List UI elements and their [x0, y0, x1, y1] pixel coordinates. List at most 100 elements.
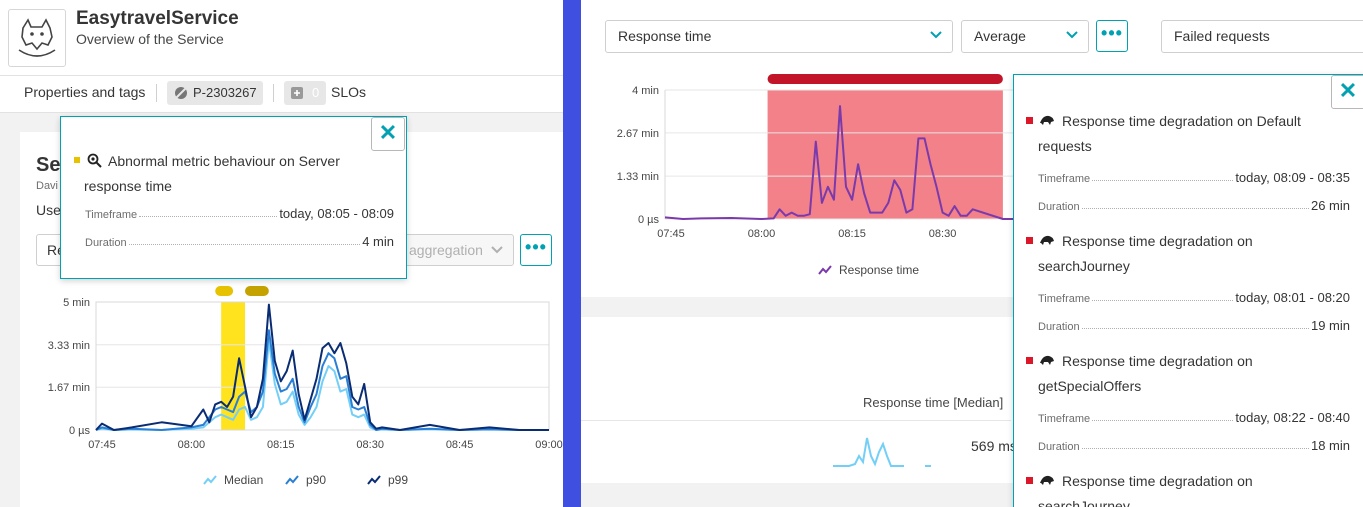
x-tick-label: 08:15 [267, 439, 295, 451]
leader-dots [1092, 180, 1234, 181]
duration-row: Duration 26 min [1038, 193, 1350, 213]
timeframe-label: Timeframe [1038, 293, 1091, 305]
service-subtitle: Overview of the Service [76, 31, 224, 47]
failed-requests-dropdown[interactable]: Failed requests [1161, 20, 1363, 53]
y-tick-label: 5 min [63, 297, 90, 309]
x-tick-label: 07:45 [88, 439, 116, 451]
slowdown-icon [1040, 475, 1054, 485]
slo-count: 0 [312, 85, 320, 100]
service-header [0, 0, 563, 76]
slo-count-pill[interactable]: 0 [284, 81, 326, 105]
event-marker[interactable] [215, 286, 234, 296]
card-title: Se [36, 154, 61, 176]
duration-row: Duration 19 min [1038, 313, 1350, 333]
timeframe-value: today, 08:09 - 08:35 [1235, 170, 1350, 185]
y-tick-label: 1.67 min [48, 382, 90, 394]
y-tick-label: 2.67 min [617, 128, 659, 140]
timeframe-label: Timeframe [85, 209, 138, 221]
y-tick-label: 0 µs [69, 425, 91, 437]
event-title: Abnormal metric behaviour on Server resp… [84, 153, 340, 194]
close-popup-button[interactable]: ✕ [1331, 75, 1363, 109]
event-severity-icon [1026, 117, 1033, 124]
failed-requests-label: Failed requests [1174, 28, 1270, 44]
service-title: EasytravelService [76, 8, 239, 29]
right-panel: Response time Average ••• Failed request… [581, 0, 1363, 507]
properties-and-tags-link[interactable]: Properties and tags [24, 84, 146, 100]
left-chart: 5 min 3.33 min 1.67 min 0 µs 07:45 08:00 08:15… [48, 286, 563, 487]
event-title: Response time degradation on getSpecialO… [1038, 353, 1253, 394]
series-line-p99[interactable] [95, 303, 549, 431]
legend-label[interactable]: Median [224, 473, 263, 487]
x-tick-label: 09:00 [535, 439, 563, 451]
legend-label[interactable]: p90 [306, 473, 326, 487]
card-use-label: Use [36, 202, 61, 218]
y-tick-label: 3.33 min [48, 340, 90, 352]
process-id-pill[interactable]: P-2303267 [167, 81, 263, 105]
duration-value: 18 min [1310, 438, 1350, 453]
chevron-down-icon [491, 246, 503, 254]
event-marker-icon [74, 157, 80, 163]
tag-divider [273, 84, 274, 102]
event-marker[interactable] [245, 286, 269, 296]
chart-frame [95, 301, 550, 431]
right-chart: 4 min 2.67 min 1.33 min 0 µs 07:45 08:00 08:15… [617, 74, 1021, 277]
y-tick-label: 4 min [632, 85, 659, 97]
aggregation-dropdown[interactable]: Average [961, 20, 1089, 53]
slo-label[interactable]: SLOs [331, 84, 367, 100]
leader-dots [1081, 208, 1309, 209]
legend-swatch [818, 265, 832, 275]
slowdown-icon [1040, 235, 1054, 245]
tomcat-icon [18, 18, 56, 57]
tag-bar [0, 76, 563, 113]
x-tick-label: 08:00 [748, 228, 776, 240]
aggregation-dropdown-label: Average [974, 28, 1026, 44]
timeframe-value: today, 08:22 - 08:40 [1235, 410, 1350, 425]
process-id: P-2303267 [193, 85, 257, 100]
legend-label[interactable]: p99 [388, 473, 408, 487]
more-options-button[interactable]: ••• [520, 234, 552, 266]
leader-dots [1081, 448, 1309, 449]
more-options-button[interactable]: ••• [1096, 20, 1128, 52]
duration-label: Duration [1038, 441, 1080, 453]
x-tick-label: 08:30 [929, 228, 957, 240]
leader-dots [1092, 420, 1234, 421]
series-line-p90[interactable] [95, 329, 549, 431]
median-value: 569 ms [971, 438, 1017, 454]
x-tick-label: 08:00 [178, 439, 206, 451]
timeframe-row: Timeframe today, 08:01 - 08:20 [1038, 285, 1350, 305]
legend-swatch [285, 475, 299, 485]
event-popup: ✕ Abnormal metric behaviour on Server re… [60, 116, 407, 279]
highlight-region[interactable] [767, 90, 1003, 219]
aggregation-select[interactable]: aggregation [400, 234, 514, 266]
duration-label: Duration [1038, 321, 1080, 333]
duration-row: Duration 4 min [85, 229, 394, 249]
timeframe-label: Timeframe [1038, 413, 1091, 425]
median-sparkline [833, 437, 931, 467]
y-tick-label: 1.33 min [617, 171, 659, 183]
duration-value: 26 min [1310, 198, 1350, 213]
leader-dots [1081, 328, 1309, 329]
duration-value: 4 min [362, 234, 394, 249]
duration-label: Duration [85, 237, 127, 249]
event-title: Response time degradation on Default req… [1038, 113, 1301, 154]
x-tick-label: 08:30 [356, 439, 384, 451]
slo-icon [291, 87, 303, 99]
event-severity-icon [1026, 237, 1033, 244]
legend-swatch [367, 475, 381, 485]
service-logo [8, 9, 66, 67]
legend-label[interactable]: Response time [839, 263, 919, 277]
series-line-median[interactable] [95, 339, 549, 431]
magnifier-icon [87, 153, 102, 168]
duration-label: Duration [1038, 201, 1080, 213]
event-marker[interactable] [767, 74, 1003, 84]
chevron-down-icon [1066, 31, 1078, 39]
metric-dropdown[interactable]: Response time [605, 20, 953, 53]
card-subtitle: Davi [36, 180, 59, 192]
leader-dots [139, 216, 278, 217]
leader-dots [1092, 300, 1234, 301]
median-label: Response time [Median] [863, 395, 1004, 410]
series-line-response-time[interactable] [664, 105, 1021, 220]
aggregation-select-label: aggregation [409, 242, 483, 258]
close-popup-button[interactable]: ✕ [371, 117, 405, 151]
process-off-icon [174, 86, 188, 100]
